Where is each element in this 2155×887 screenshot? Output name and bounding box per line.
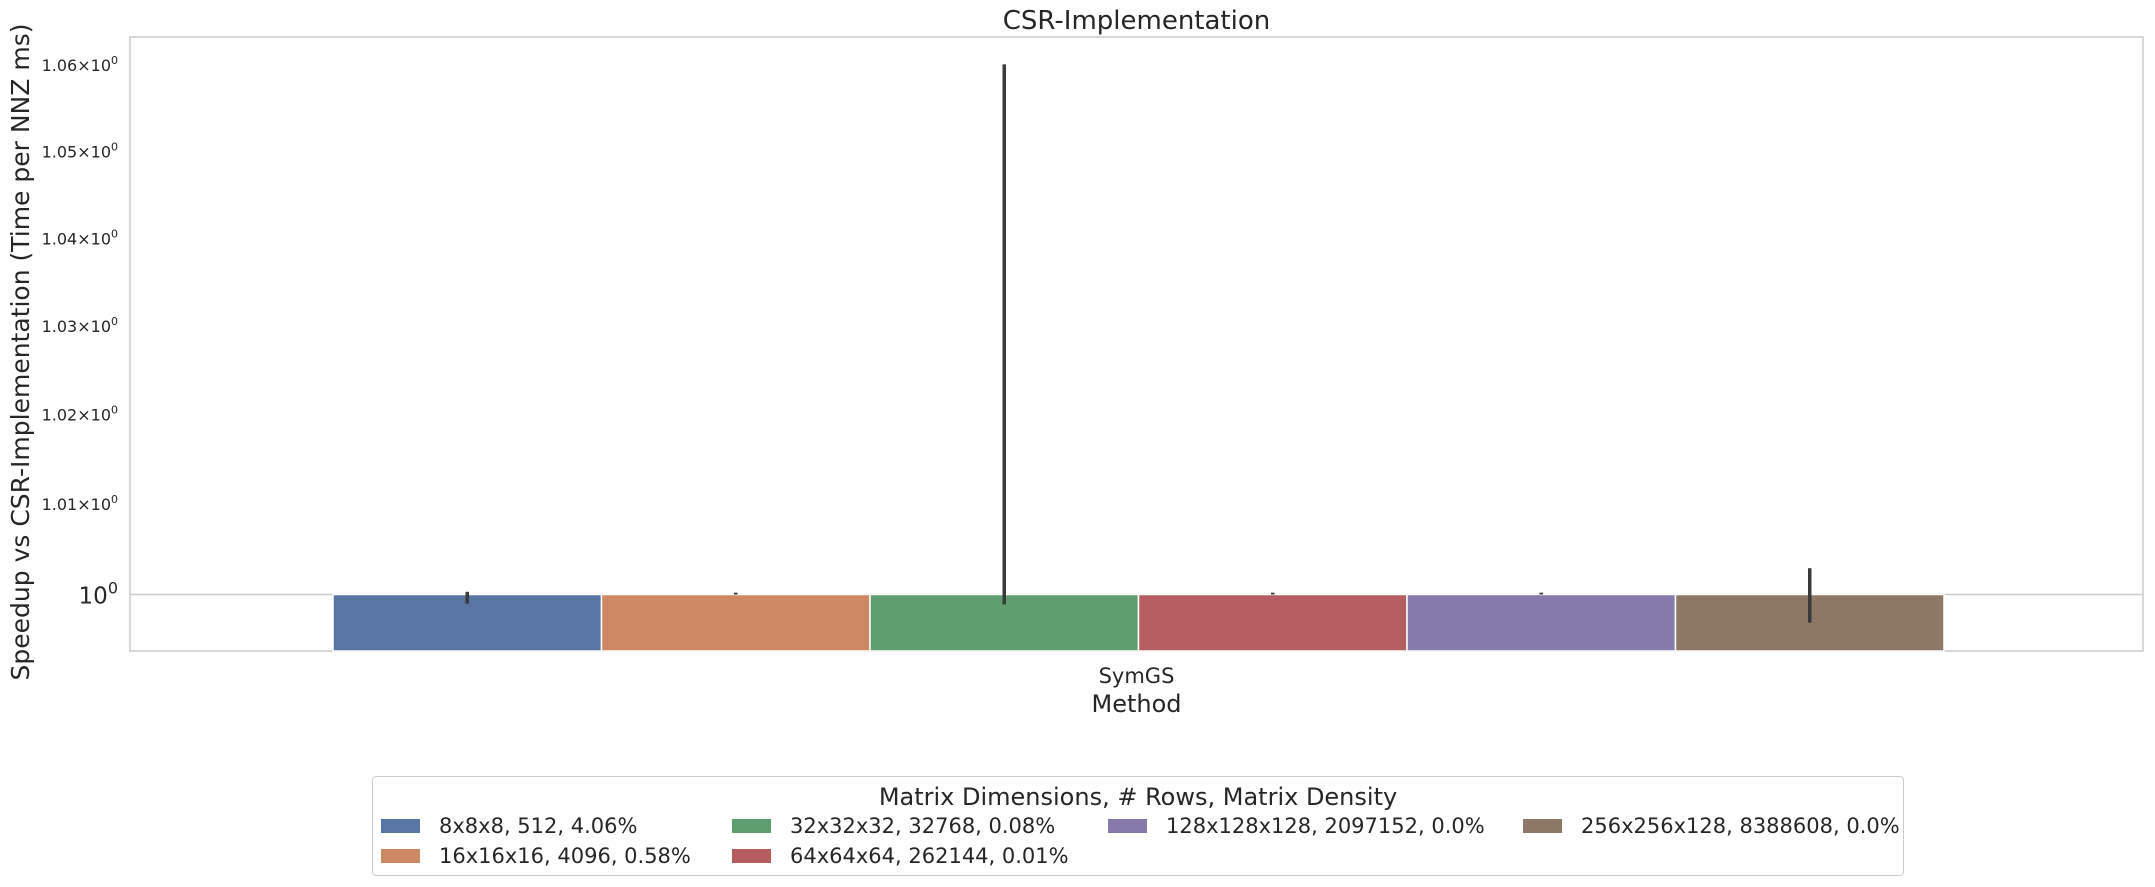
bar (1406, 593, 1677, 652)
y-axis-label: Speedup vs CSR-Implementation (Time per … (6, 24, 35, 681)
y-tick-label: 1.02×100 (42, 404, 118, 425)
legend-item: 64x64x64, 262144, 0.01% (732, 843, 1069, 869)
x-tick-label: SymGS (1099, 664, 1175, 688)
legend-swatch (1108, 819, 1147, 833)
legend-label: 8x8x8, 512, 4.06% (439, 814, 638, 838)
x-axis-label: Method (1091, 690, 1181, 718)
legend-swatch (381, 849, 420, 863)
legend-label: 64x64x64, 262144, 0.01% (790, 844, 1069, 868)
x-tick-labels: SymGS (1099, 664, 1175, 688)
y-tick-label: 1.05×100 (42, 140, 118, 161)
chart-title: CSR-Implementation (1003, 6, 1271, 36)
legend-item: 16x16x16, 4096, 0.58% (381, 843, 691, 869)
y-tick-label: 1.03×100 (42, 315, 118, 336)
y-tick-label: 1.06×100 (42, 54, 118, 75)
legend: Matrix Dimensions, # Rows, Matrix Densit… (372, 776, 1904, 876)
legend-label: 256x256x128, 8388608, 0.0% (1581, 814, 1900, 838)
legend-item: 8x8x8, 512, 4.06% (381, 813, 637, 839)
y-tick-labels: 100 1.01×100 1.02×100 1.03×100 1.04×100 1.05×… (42, 54, 118, 609)
legend-item: 32x32x32, 32768, 0.08% (732, 813, 1055, 839)
bars (332, 593, 1945, 652)
legend-swatch (732, 849, 771, 863)
error-bars (465, 64, 1812, 623)
legend-item: 256x256x128, 8388608, 0.0% (1523, 813, 1900, 839)
legend-swatch (1523, 819, 1562, 833)
y-tick-label: 1.01×100 (42, 493, 118, 514)
bar (600, 593, 871, 652)
legend-label: 32x32x32, 32768, 0.08% (790, 814, 1056, 838)
legend-item: 128x128x128, 2097152, 0.0% (1108, 813, 1485, 839)
legend-swatch (732, 819, 771, 833)
y-tick-label: 1.04×100 (42, 227, 118, 248)
legend-title: Matrix Dimensions, # Rows, Matrix Densit… (878, 783, 1398, 811)
bar (1137, 593, 1408, 652)
legend-swatch (381, 819, 420, 833)
plot-area (129, 36, 2144, 652)
legend-label: 16x16x16, 4096, 0.58% (439, 844, 691, 868)
legend-label: 128x128x128, 2097152, 0.0% (1166, 814, 1485, 838)
y-tick-label: 100 (79, 579, 118, 610)
